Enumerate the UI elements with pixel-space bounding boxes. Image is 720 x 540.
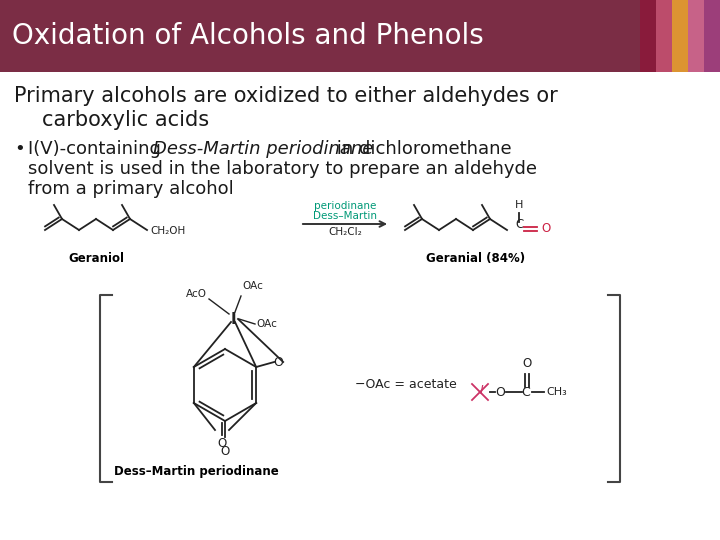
- Text: Geraniol: Geraniol: [68, 252, 124, 265]
- Text: O: O: [495, 386, 505, 399]
- Bar: [0, 0, 720, 72]
- Text: in dichloromethane: in dichloromethane: [331, 140, 512, 158]
- Text: Dess–Martin periodinane: Dess–Martin periodinane: [114, 465, 279, 478]
- Text: OAc: OAc: [256, 319, 277, 329]
- Text: Dess–Martin: Dess–Martin: [313, 211, 377, 221]
- Text: OAc: OAc: [242, 281, 263, 291]
- Text: I: I: [480, 383, 484, 396]
- Bar: [640, 0, 656, 72]
- Bar: [688, 0, 704, 72]
- Text: O: O: [523, 357, 531, 370]
- Text: O: O: [217, 437, 227, 450]
- Bar: [656, 0, 672, 72]
- Text: Dess-Martin periodinane: Dess-Martin periodinane: [153, 140, 374, 158]
- Text: •: •: [14, 140, 24, 158]
- Text: H: H: [515, 200, 523, 210]
- Text: solvent is used in the laboratory to prepare an aldehyde: solvent is used in the laboratory to pre…: [28, 160, 537, 178]
- Bar: [672, 0, 688, 72]
- Text: AcO: AcO: [186, 289, 207, 299]
- Text: O: O: [541, 221, 550, 234]
- Text: Geranial (84%): Geranial (84%): [426, 252, 526, 265]
- Text: CH₂OH: CH₂OH: [150, 226, 185, 236]
- Text: −OAc = acetate: −OAc = acetate: [355, 379, 456, 392]
- Text: I: I: [230, 312, 236, 327]
- Bar: [704, 0, 720, 72]
- Text: O: O: [220, 445, 230, 458]
- Text: Oxidation of Alcohols and Phenols: Oxidation of Alcohols and Phenols: [12, 22, 484, 50]
- Text: CH₃: CH₃: [546, 387, 567, 397]
- Text: CH₂Cl₂: CH₂Cl₂: [328, 227, 362, 237]
- Text: Primary alcohols are oxidized to either aldehydes or: Primary alcohols are oxidized to either …: [14, 86, 558, 106]
- Text: from a primary alcohol: from a primary alcohol: [28, 180, 234, 198]
- Text: O: O: [273, 355, 283, 368]
- Text: I(V)-containing: I(V)-containing: [28, 140, 166, 158]
- Text: C: C: [515, 219, 523, 232]
- Text: periodinane: periodinane: [314, 201, 376, 211]
- Text: C: C: [521, 386, 531, 399]
- Text: carboxylic acids: carboxylic acids: [42, 110, 209, 130]
